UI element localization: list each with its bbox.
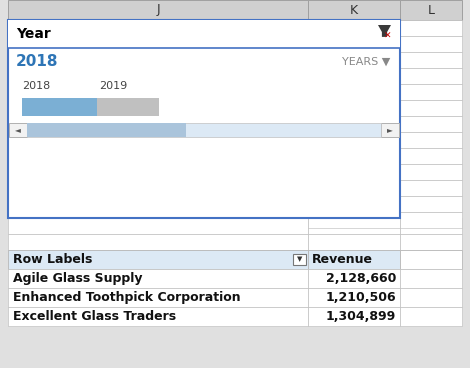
Bar bbox=[400, 52, 462, 68]
Text: ✕: ✕ bbox=[384, 31, 391, 40]
Bar bbox=[8, 218, 308, 234]
Text: Agile Glass Supply: Agile Glass Supply bbox=[13, 272, 142, 285]
Bar bbox=[308, 20, 400, 36]
Bar bbox=[8, 288, 308, 307]
Text: Year: Year bbox=[16, 27, 51, 41]
Bar bbox=[27, 123, 381, 137]
Bar bbox=[308, 68, 400, 84]
Bar bbox=[8, 307, 308, 326]
Text: 1,304,899: 1,304,899 bbox=[326, 310, 396, 323]
Polygon shape bbox=[378, 25, 391, 37]
Bar bbox=[308, 288, 400, 307]
Bar bbox=[308, 84, 400, 100]
Bar bbox=[8, 250, 308, 269]
Text: Excellent Glass Traders: Excellent Glass Traders bbox=[13, 310, 176, 323]
Bar bbox=[400, 148, 462, 164]
Bar bbox=[8, 269, 308, 288]
Bar bbox=[308, 234, 400, 250]
Bar bbox=[293, 254, 306, 265]
Bar bbox=[308, 132, 400, 148]
Bar bbox=[400, 68, 462, 84]
Bar bbox=[400, 36, 462, 52]
Bar bbox=[400, 269, 462, 288]
Bar bbox=[400, 20, 462, 36]
Bar bbox=[400, 84, 462, 100]
Text: J: J bbox=[156, 4, 160, 17]
Bar bbox=[308, 36, 400, 52]
Bar bbox=[8, 0, 308, 20]
Bar bbox=[97, 98, 159, 116]
Bar bbox=[308, 0, 400, 20]
Bar bbox=[400, 250, 462, 269]
Bar bbox=[308, 196, 400, 212]
Text: 2018: 2018 bbox=[16, 54, 58, 70]
Bar bbox=[381, 123, 399, 137]
Bar bbox=[308, 218, 400, 234]
Bar bbox=[27, 123, 186, 137]
Bar bbox=[400, 234, 462, 250]
Bar bbox=[8, 234, 308, 250]
Bar bbox=[400, 288, 462, 307]
Bar bbox=[308, 116, 400, 132]
Bar bbox=[308, 164, 400, 180]
Text: Revenue: Revenue bbox=[312, 253, 373, 266]
Bar bbox=[308, 148, 400, 164]
Bar bbox=[400, 164, 462, 180]
Bar bbox=[400, 218, 462, 234]
Bar bbox=[400, 307, 462, 326]
Text: L: L bbox=[428, 4, 434, 17]
Bar bbox=[308, 307, 400, 326]
Bar bbox=[22, 98, 97, 116]
Text: Row Labels: Row Labels bbox=[13, 253, 93, 266]
Bar bbox=[308, 212, 400, 228]
Text: ◄: ◄ bbox=[15, 125, 21, 134]
Text: 2019: 2019 bbox=[99, 81, 127, 91]
Bar bbox=[400, 180, 462, 196]
Bar bbox=[308, 100, 400, 116]
Text: 2,128,660: 2,128,660 bbox=[326, 272, 396, 285]
Text: ▼: ▼ bbox=[297, 256, 302, 262]
Text: 2018: 2018 bbox=[22, 81, 50, 91]
Bar bbox=[308, 52, 400, 68]
Text: 1,210,506: 1,210,506 bbox=[325, 291, 396, 304]
Bar bbox=[8, 20, 400, 48]
Text: K: K bbox=[350, 4, 358, 17]
Bar bbox=[400, 116, 462, 132]
Bar bbox=[400, 196, 462, 212]
Text: Enhanced Toothpick Corporation: Enhanced Toothpick Corporation bbox=[13, 291, 241, 304]
Bar bbox=[400, 100, 462, 116]
Bar bbox=[400, 212, 462, 228]
Bar bbox=[308, 250, 400, 269]
Bar bbox=[9, 123, 27, 137]
Text: YEARS ▼: YEARS ▼ bbox=[342, 57, 390, 67]
Bar bbox=[308, 269, 400, 288]
Text: ►: ► bbox=[387, 125, 393, 134]
Bar bbox=[400, 132, 462, 148]
Bar bbox=[8, 20, 400, 218]
Bar bbox=[308, 180, 400, 196]
Bar bbox=[400, 0, 462, 20]
